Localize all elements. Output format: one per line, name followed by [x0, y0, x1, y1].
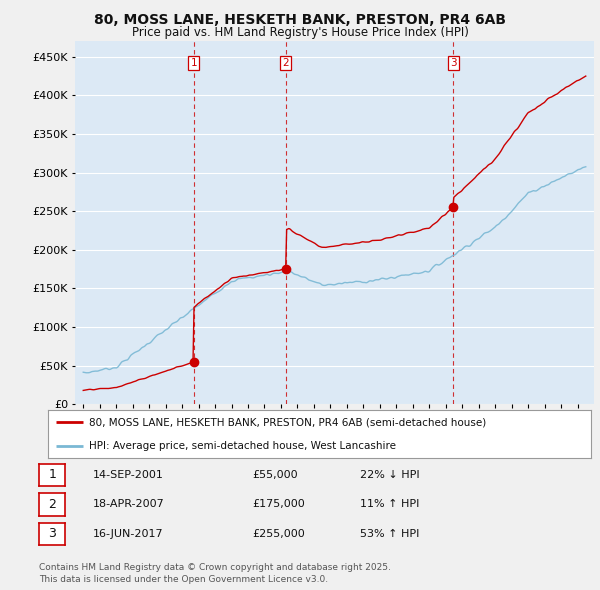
Text: £55,000: £55,000 — [252, 470, 298, 480]
Text: 3: 3 — [48, 527, 56, 540]
Text: 80, MOSS LANE, HESKETH BANK, PRESTON, PR4 6AB (semi-detached house): 80, MOSS LANE, HESKETH BANK, PRESTON, PR… — [89, 417, 486, 427]
Text: 22% ↓ HPI: 22% ↓ HPI — [360, 470, 419, 480]
Text: Price paid vs. HM Land Registry's House Price Index (HPI): Price paid vs. HM Land Registry's House … — [131, 26, 469, 39]
Text: Contains HM Land Registry data © Crown copyright and database right 2025.
This d: Contains HM Land Registry data © Crown c… — [39, 563, 391, 584]
Text: 16-JUN-2017: 16-JUN-2017 — [93, 529, 164, 539]
Text: 80, MOSS LANE, HESKETH BANK, PRESTON, PR4 6AB: 80, MOSS LANE, HESKETH BANK, PRESTON, PR… — [94, 13, 506, 27]
Text: 53% ↑ HPI: 53% ↑ HPI — [360, 529, 419, 539]
Text: 3: 3 — [450, 58, 457, 68]
Text: 1: 1 — [48, 468, 56, 481]
Text: 1: 1 — [190, 58, 197, 68]
Text: 2: 2 — [283, 58, 289, 68]
Text: £255,000: £255,000 — [252, 529, 305, 539]
Text: £175,000: £175,000 — [252, 500, 305, 509]
Text: 11% ↑ HPI: 11% ↑ HPI — [360, 500, 419, 509]
Text: HPI: Average price, semi-detached house, West Lancashire: HPI: Average price, semi-detached house,… — [89, 441, 396, 451]
Text: 14-SEP-2001: 14-SEP-2001 — [93, 470, 164, 480]
Text: 2: 2 — [48, 498, 56, 511]
Text: 18-APR-2007: 18-APR-2007 — [93, 500, 165, 509]
